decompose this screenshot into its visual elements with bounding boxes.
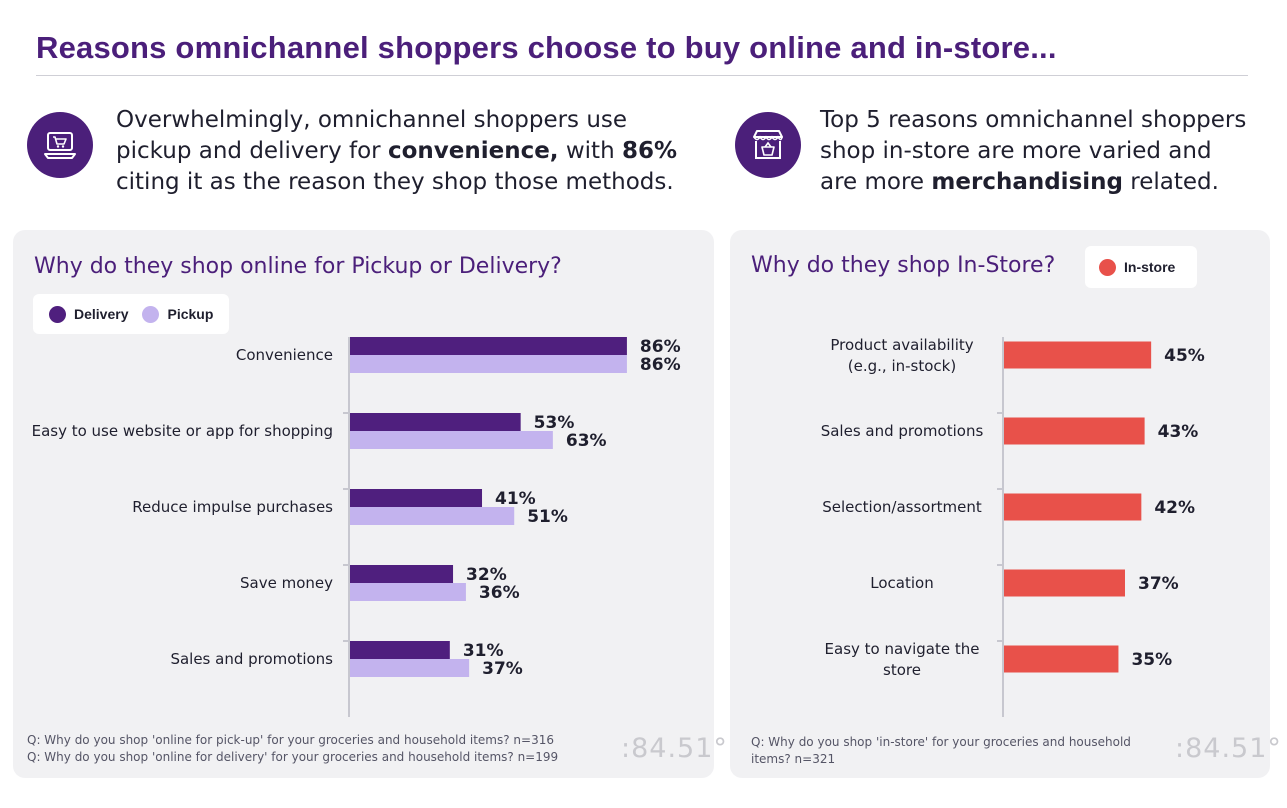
legend-item-instore: In-store (1099, 258, 1176, 276)
value-label-delivery-sales-and-promotions: 31% (463, 641, 504, 661)
instore-bar-chart: Product availability (e.g., in-stock) 45% S… (821, 336, 1205, 717)
intro-right-line2: shop in-store are more varied and (820, 138, 1212, 164)
bar-delivery-convenience (350, 337, 627, 355)
intro-right-line1: Top 5 reasons omnichannel shoppers (820, 107, 1247, 133)
value-label-in-store-location: 37% (1138, 574, 1179, 594)
online-chart-footnote: Q: Why do you shop 'online for pick-up' … (27, 732, 558, 766)
legend-item-pickup: Pickup (142, 305, 214, 323)
value-label-delivery-easy-to-use-website-or-app-for-shopping: 53% (534, 413, 575, 433)
category-label-save-money: Save money (240, 574, 333, 592)
category-label-line: Reduce impulse purchases (132, 498, 333, 516)
intro-left-line2-mid: with (558, 138, 622, 164)
category-label-line: Location (870, 574, 933, 592)
bar-pickup-sales-and-promotions (350, 659, 470, 677)
footnote-instore-question: Q: Why do you shop 'in-store' for your g… (751, 735, 1131, 749)
footnote-instore-sample: items? n=321 (751, 752, 836, 766)
bar-delivery-sales-and-promotions (350, 641, 450, 659)
category-label-sales-and-promotions: Sales and promotions (821, 422, 984, 440)
value-label-in-store-sales-and-promotions: 43% (1158, 422, 1199, 442)
footnote-delivery-question: Q: Why do you shop 'online for delivery'… (27, 750, 559, 764)
intro-left-line2-pre: pickup and delivery for (116, 138, 388, 164)
value-label-in-store-easy-to-navigate-the-store: 35% (1131, 650, 1172, 670)
intro-right-text: Top 5 reasons omnichannel shoppers shop … (820, 105, 1246, 198)
online-reasons-panel: Why do they shop online for Pickup or De… (13, 230, 727, 778)
category-label-line: Easy to navigate the (825, 640, 980, 658)
category-label-line: Product availability (830, 336, 973, 354)
footnote-pickup-question: Q: Why do you shop 'online for pick-up' … (27, 733, 554, 747)
legend-label-delivery: Delivery (74, 306, 129, 322)
bar-pickup-save-money (350, 583, 466, 601)
bar-in-store-selection-assortment (1004, 493, 1142, 521)
legend-swatch-instore (1099, 258, 1116, 276)
bar-in-store-location (1004, 569, 1125, 597)
legend-swatch-delivery (49, 305, 66, 323)
legend-swatch-pickup (142, 305, 160, 323)
intro-left-text: Overwhelmingly, omnichannel shoppers use… (116, 105, 677, 198)
online-bar-chart: Convenience 86%86% Easy to use website or … (32, 337, 681, 717)
value-label-pickup-save-money: 36% (479, 583, 520, 603)
category-label-line: store (883, 661, 921, 679)
instore-chart-footnote: Q: Why do you shop 'in-store' for your g… (751, 734, 1131, 768)
category-label-product-availability-e-g-in-stock: Product availability (e.g., in-stock) (830, 336, 973, 375)
category-label-reduce-impulse-purchases: Reduce impulse purchases (132, 498, 333, 516)
value-label-in-store-selection-assortment: 42% (1154, 498, 1195, 518)
intro-left-line3: citing it as the reason they shop those … (116, 169, 674, 195)
bar-delivery-save-money (350, 565, 454, 583)
value-label-pickup-sales-and-promotions: 37% (482, 659, 523, 679)
category-label-line: Selection/assortment (822, 498, 982, 516)
legend-label-instore: In-store (1124, 259, 1176, 275)
value-label-delivery-reduce-impulse-purchases: 41% (495, 489, 536, 509)
bar-in-store-product-availability-e-g-in-stock (1004, 341, 1152, 369)
value-label-delivery-convenience: 86% (640, 337, 681, 357)
storefront-basket-icon (735, 112, 801, 178)
value-label-pickup-convenience: 86% (640, 355, 681, 375)
instore-chart-legend: In-store (1085, 246, 1198, 288)
intro-left-percent: 86% (621, 138, 678, 164)
bar-pickup-reduce-impulse-purchases (350, 507, 515, 525)
category-label-line: (e.g., in-stock) (848, 357, 956, 375)
intro-right-line3-pre: are more (820, 169, 932, 195)
category-label-line: Convenience (236, 346, 333, 364)
bar-delivery-easy-to-use-website-or-app-for-shopping (350, 413, 521, 431)
instore-chart-title: Why do they shop In-Store? (751, 253, 1056, 278)
legend-item-delivery: Delivery (49, 305, 129, 323)
online-chart-legend: Delivery Pickup (33, 294, 230, 334)
value-label-in-store-product-availability-e-g-in-stock: 45% (1164, 346, 1205, 366)
intro-left-line2: pickup and delivery for convenience, wit… (116, 136, 677, 167)
bar-delivery-reduce-impulse-purchases (350, 489, 483, 507)
value-label-pickup-easy-to-use-website-or-app-for-shopping: 63% (566, 431, 607, 451)
intro-left-emphasis: convenience, (387, 138, 559, 164)
instore-reasons-panel: Why do they shop In-Store? In-store Prod… (730, 230, 1281, 778)
bar-in-store-sales-and-promotions (1004, 417, 1145, 445)
bar-pickup-convenience (350, 355, 627, 373)
category-label-easy-to-navigate-the-store: Easy to navigate the store (825, 640, 980, 679)
intro-right-line3: are more merchandising related. (820, 167, 1246, 198)
intro-left-line1: Overwhelmingly, omnichannel shoppers use (116, 107, 628, 133)
category-label-location: Location (870, 574, 933, 592)
category-label-convenience: Convenience (236, 346, 333, 364)
category-label-line: Sales and promotions (821, 422, 984, 440)
category-label-selection-assortment: Selection/assortment (822, 498, 982, 516)
value-label-delivery-save-money: 32% (466, 565, 507, 585)
value-label-pickup-reduce-impulse-purchases: 51% (527, 507, 568, 527)
brand-logo: :84.51° (621, 733, 728, 764)
legend-label-pickup: Pickup (167, 306, 214, 322)
category-label-line: Easy to use website or app for shopping (32, 422, 333, 440)
laptop-cart-icon (27, 112, 93, 178)
category-label-sales-and-promotions: Sales and promotions (170, 650, 333, 668)
bar-pickup-easy-to-use-website-or-app-for-shopping (350, 431, 553, 449)
intro-right-line3-post: related. (1122, 169, 1219, 195)
title-divider (36, 75, 1248, 76)
intro-right-emphasis: merchandising (931, 169, 1123, 195)
bar-in-store-easy-to-navigate-the-store (1004, 645, 1119, 673)
category-label-easy-to-use-website-or-app-for-shopping: Easy to use website or app for shopping (32, 422, 333, 440)
online-chart-title: Why do they shop online for Pickup or De… (34, 254, 562, 279)
brand-logo: :84.51° (1175, 733, 1282, 764)
category-label-line: Save money (240, 574, 333, 592)
category-label-line: Sales and promotions (170, 650, 333, 668)
page-title: Reasons omnichannel shoppers choose to b… (36, 30, 1057, 65)
